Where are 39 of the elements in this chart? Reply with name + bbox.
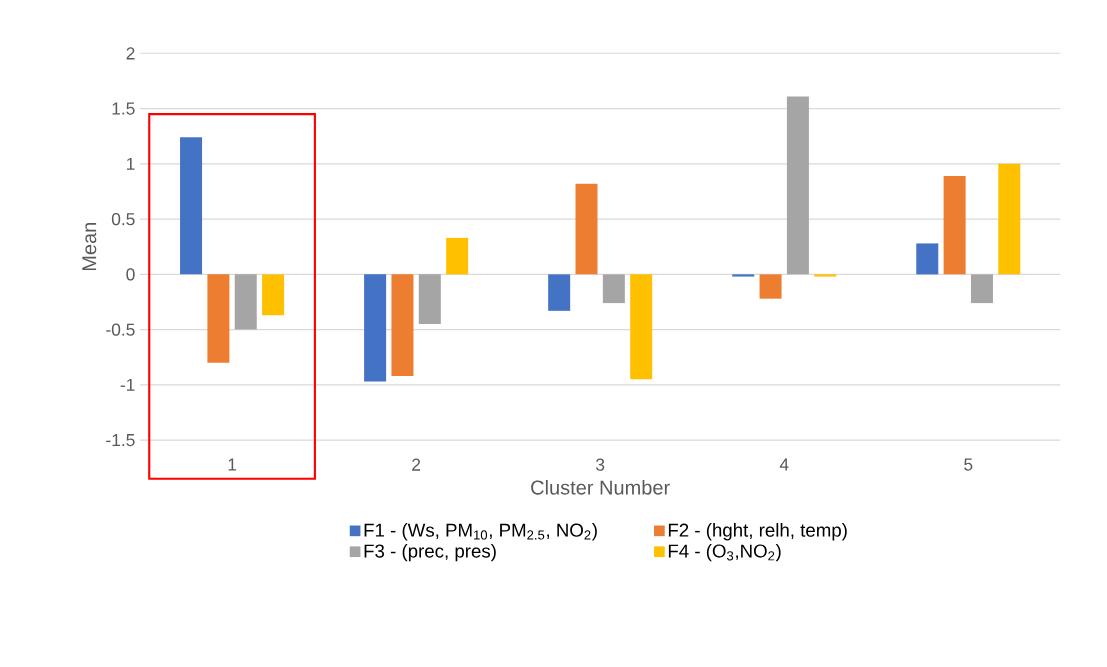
y-tick-label: 0.5 bbox=[111, 213, 135, 226]
bar bbox=[234, 274, 257, 330]
x-tick-label: 2 bbox=[412, 458, 421, 471]
bar bbox=[814, 274, 837, 277]
y-tick-label: 0 bbox=[126, 268, 135, 281]
bar bbox=[446, 237, 469, 275]
legend-label: F4 - (O$_{3}$,NO$_{2}$) bbox=[668, 544, 781, 562]
legend-label: F3 - (prec, pres) bbox=[364, 544, 496, 562]
y-axis-title: Mean bbox=[82, 223, 97, 271]
bar bbox=[759, 274, 782, 299]
bar bbox=[364, 274, 387, 382]
bar bbox=[970, 274, 993, 304]
x-axis-title: Cluster Number bbox=[531, 480, 670, 495]
x-tick-label: 3 bbox=[596, 458, 605, 471]
legend-label: F1 - (Ws, PM$_{10}$, PM$_{2.5}$, NO$_{2}$) bbox=[364, 523, 597, 541]
bar bbox=[548, 274, 571, 311]
y-tick-label: -1 bbox=[120, 378, 135, 391]
legend-label: F2 - (hght, relh, temp) bbox=[668, 523, 847, 541]
bar bbox=[391, 274, 414, 377]
y-tick-label: -1.5 bbox=[106, 434, 135, 447]
y-tick-label: 1 bbox=[127, 157, 135, 170]
bar bbox=[786, 96, 809, 275]
bar bbox=[943, 176, 966, 275]
bar bbox=[916, 243, 939, 275]
bar bbox=[418, 274, 441, 325]
x-tick-label: 4 bbox=[779, 458, 789, 471]
x-tick-label: 1 bbox=[228, 458, 237, 471]
bar bbox=[180, 137, 203, 275]
y-tick-label: -0.5 bbox=[106, 323, 135, 336]
y-tick-label: 1.5 bbox=[112, 102, 135, 115]
bar bbox=[207, 274, 230, 363]
bar bbox=[630, 274, 653, 380]
x-tick-label: 5 bbox=[964, 458, 973, 471]
bar bbox=[732, 274, 755, 277]
bar bbox=[262, 274, 285, 316]
bar bbox=[998, 163, 1021, 275]
y-tick-label: 2 bbox=[126, 47, 135, 60]
bar bbox=[575, 183, 598, 275]
bar bbox=[602, 274, 625, 304]
